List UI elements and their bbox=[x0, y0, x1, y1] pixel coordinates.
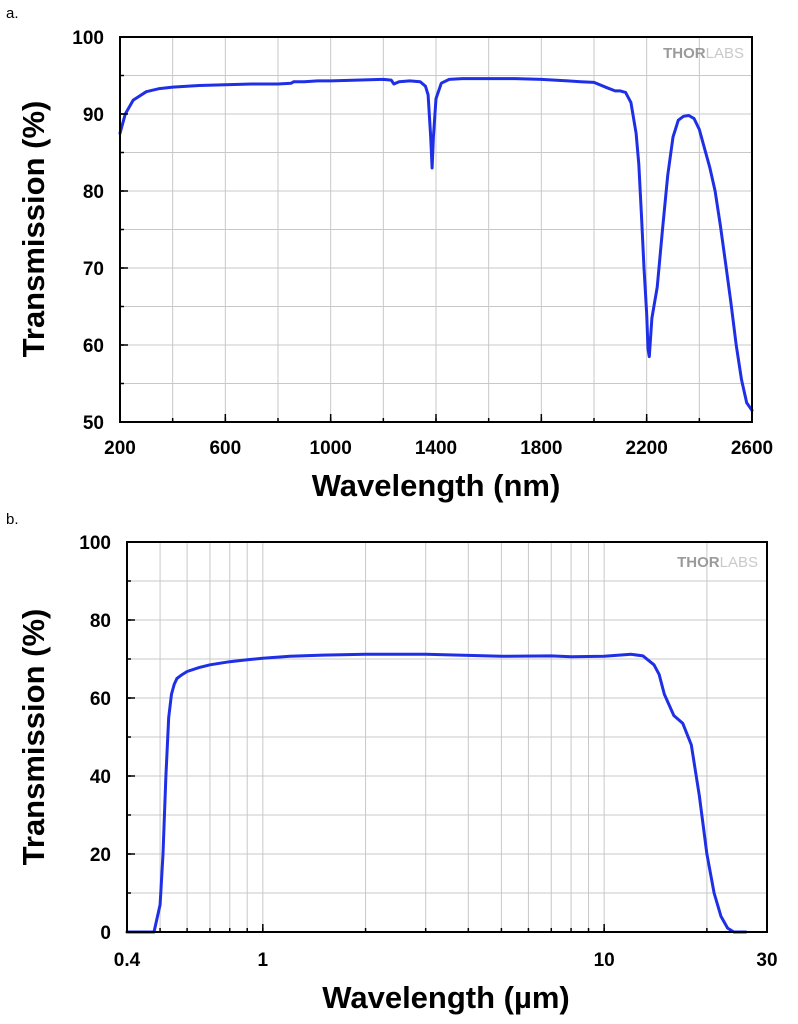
chart-panel-a: a. THORLABS 200 600 1000 1400 1800 2200 2600 5… bbox=[6, 5, 773, 503]
x-tick-label: 200 bbox=[104, 438, 136, 459]
x-tick-label: 1800 bbox=[520, 438, 562, 459]
y-tick-label: 70 bbox=[83, 259, 104, 280]
chart-panel-b: b. THORLABS 0.4 1 10 30 0 20 40 60 80 100 Wavele… bbox=[6, 511, 778, 1015]
x-tick-label: 1400 bbox=[415, 438, 457, 459]
y-tick-label: 80 bbox=[90, 611, 111, 632]
x-tick-labels-b: 0.4 1 10 30 bbox=[114, 950, 778, 971]
y-tick-label: 80 bbox=[83, 182, 104, 203]
x-tick-label: 2600 bbox=[731, 438, 773, 459]
svg-text:THORLABS: THORLABS bbox=[677, 554, 758, 571]
y-tick-label: 20 bbox=[90, 845, 111, 866]
x-tick-label: 1 bbox=[258, 950, 269, 971]
x-axis-title-a: Wavelength (nm) bbox=[312, 468, 561, 503]
grid-b bbox=[127, 542, 767, 932]
thorlabs-watermark-a: THORLABS bbox=[663, 45, 744, 62]
y-tick-labels-a: 50 60 70 80 90 100 bbox=[72, 28, 104, 434]
x-tick-label: 0.4 bbox=[114, 950, 141, 971]
x-tick-label: 1000 bbox=[310, 438, 352, 459]
y-tick-label: 100 bbox=[72, 28, 104, 49]
x-tick-label: 30 bbox=[756, 950, 777, 971]
y-tick-label: 60 bbox=[83, 336, 104, 357]
y-tick-label: 90 bbox=[83, 105, 104, 126]
y-tick-labels-b: 0 20 40 60 80 100 bbox=[79, 533, 111, 944]
panel-label-b: b. bbox=[6, 511, 19, 528]
thorlabs-watermark-b: THORLABS bbox=[677, 554, 758, 571]
y-tick-label: 40 bbox=[90, 767, 111, 788]
x-axis-title-b: Wavelength (µm) bbox=[322, 980, 570, 1015]
y-tick-label: 50 bbox=[83, 413, 104, 434]
y-axis-title-a: Transmission (%) bbox=[16, 101, 51, 358]
y-axis-title-b: Transmission (%) bbox=[16, 609, 51, 866]
transmission-line-b bbox=[125, 652, 748, 934]
ticks-a bbox=[119, 36, 753, 423]
x-tick-labels-a: 200 600 1000 1400 1800 2200 2600 bbox=[104, 438, 773, 459]
x-tick-label: 600 bbox=[209, 438, 241, 459]
y-tick-label: 60 bbox=[90, 689, 111, 710]
x-tick-label: 10 bbox=[594, 950, 615, 971]
panel-label-a: a. bbox=[6, 5, 19, 22]
svg-text:THORLABS: THORLABS bbox=[663, 45, 744, 62]
y-tick-label: 0 bbox=[100, 923, 111, 944]
ticks-b bbox=[126, 541, 768, 933]
y-tick-label: 100 bbox=[79, 533, 111, 554]
x-tick-label: 2200 bbox=[626, 438, 668, 459]
transmission-line-a bbox=[118, 77, 754, 412]
